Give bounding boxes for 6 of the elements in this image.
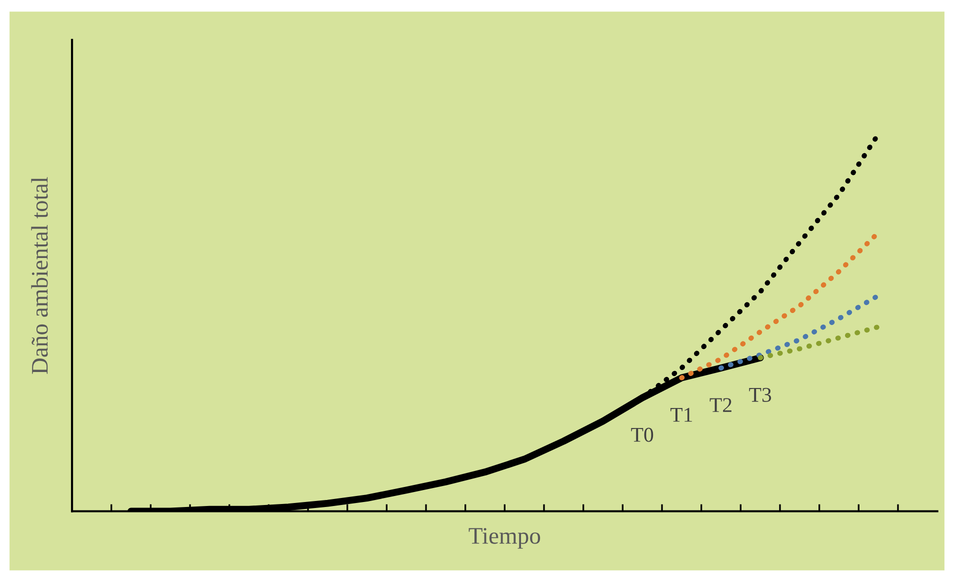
annotation: T0 [631,428,654,442]
annotation: T3 [749,388,772,402]
y-axis-title: Daño ambiental total [31,177,48,374]
annotation: T2 [710,398,732,412]
x-axis-title: Tiempo [468,528,540,549]
annotation: T1 [670,408,692,422]
